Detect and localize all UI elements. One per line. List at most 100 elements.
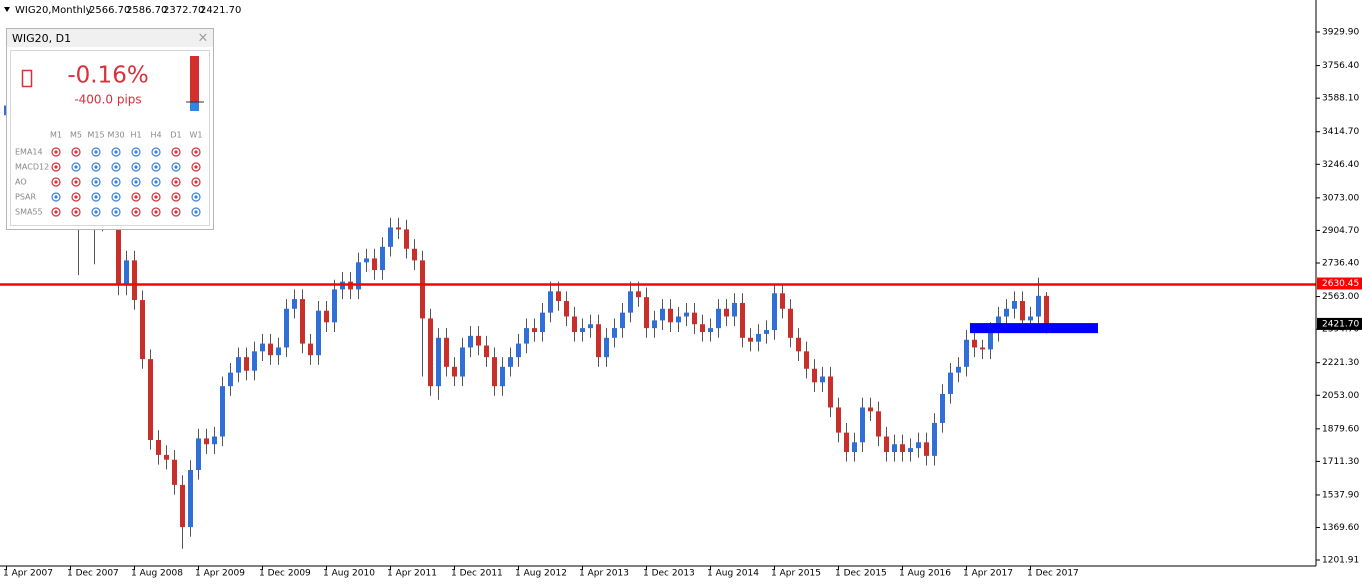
- y-tick-label: 3756.40: [1322, 61, 1359, 71]
- candle-body: [364, 258, 369, 263]
- candle-body: [868, 407, 873, 412]
- signal-ring: [111, 177, 121, 187]
- candle-body: [1020, 301, 1025, 321]
- signal-ring: [91, 177, 101, 187]
- signal-dot: [134, 150, 138, 154]
- y-tick-label: 1879.60: [1322, 424, 1359, 434]
- timeframe-label: M15: [87, 131, 104, 140]
- candle-body: [964, 339, 969, 367]
- candle-body: [540, 312, 545, 332]
- signal-dot: [154, 150, 158, 154]
- candle-body: [652, 320, 657, 329]
- candle-body: [908, 448, 913, 452]
- candle-body: [548, 291, 553, 313]
- level-label-box: [1317, 277, 1362, 290]
- signal-dot: [94, 180, 98, 184]
- candle-body: [636, 291, 641, 298]
- signal-ring: [91, 192, 101, 202]
- timeframe-label: M30: [107, 131, 124, 140]
- candle-body: [428, 318, 433, 387]
- signal-dot: [134, 180, 138, 184]
- candle-body: [916, 442, 921, 449]
- signal-ring: [171, 147, 181, 157]
- signal-dot: [154, 210, 158, 214]
- signal-dot: [74, 210, 78, 214]
- close-button[interactable]: ×: [198, 31, 209, 46]
- signal-ring: [131, 162, 141, 172]
- signal-dot: [174, 180, 178, 184]
- candle-body: [276, 347, 281, 356]
- candle-body: [444, 337, 449, 367]
- timeframe-label: H1: [130, 131, 141, 140]
- x-tick-label: 1 Dec 2011: [451, 569, 503, 579]
- candle-body: [124, 260, 129, 286]
- candle-body: [932, 422, 937, 456]
- candle-body: [556, 291, 561, 302]
- signal-dot: [114, 210, 118, 214]
- signal-dot: [54, 195, 58, 199]
- y-tick-label: 1369.60: [1322, 523, 1359, 533]
- signal-ring: [191, 192, 201, 202]
- signal-ring: [191, 147, 201, 157]
- candle-body: [708, 328, 713, 332]
- candle-body: [236, 357, 241, 373]
- candle-body: [268, 343, 273, 356]
- candle-body: [524, 328, 529, 344]
- candle-body: [396, 227, 401, 230]
- signal-dot: [54, 180, 58, 184]
- signal-dot: [174, 165, 178, 169]
- signal-dot: [154, 165, 158, 169]
- candle-body: [404, 229, 409, 249]
- signal-ring: [151, 192, 161, 202]
- candle-body: [604, 337, 609, 358]
- candle-body: [436, 337, 441, 387]
- candle-body: [356, 262, 361, 290]
- level-label: 2630.45: [1322, 279, 1359, 289]
- candle-body: [740, 302, 745, 338]
- candle-body: [156, 439, 161, 455]
- timeframe-label: M1: [50, 131, 62, 140]
- signal-ring: [51, 207, 61, 217]
- signal-dot: [174, 195, 178, 199]
- candle-body: [132, 260, 137, 301]
- candle-body: [324, 310, 329, 323]
- x-tick-label: 1 Aug 2012: [515, 569, 567, 579]
- candle-body: [756, 333, 761, 342]
- signal-dot: [74, 150, 78, 154]
- candle-body: [796, 337, 801, 352]
- low-value: 2372.70: [163, 5, 204, 16]
- candle-body: [748, 337, 753, 342]
- x-tick-label: 1 Dec 2015: [835, 569, 887, 579]
- x-tick-label: 1 Apr 2007: [3, 569, 53, 579]
- signal-dot: [114, 195, 118, 199]
- timeframe-label: W1: [190, 131, 203, 140]
- widget-titlebar: [7, 29, 213, 47]
- candle-body: [940, 393, 945, 423]
- candle-body: [948, 372, 953, 394]
- x-tick-label: 1 Dec 2017: [1027, 569, 1079, 579]
- signal-ring: [131, 177, 141, 187]
- candle-body: [764, 330, 769, 334]
- signal-dot: [114, 165, 118, 169]
- signal-dot: [74, 180, 78, 184]
- signal-ring: [51, 192, 61, 202]
- indicator-label: SMA55: [15, 208, 43, 217]
- signal-ring: [71, 162, 81, 172]
- timeframe-label: M5: [70, 131, 82, 140]
- candle-body: [1044, 295, 1049, 324]
- candle-body: [460, 347, 465, 377]
- x-tick-label: 1 Apr 2013: [579, 569, 629, 579]
- signal-ring: [191, 162, 201, 172]
- signal-ring: [71, 177, 81, 187]
- x-tick-label: 1 Dec 2013: [643, 569, 695, 579]
- candle-body: [212, 436, 217, 445]
- indicator-label: EMA14: [15, 148, 43, 157]
- x-tick-label: 1 Apr 2009: [195, 569, 245, 579]
- candle-body: [468, 335, 473, 348]
- candle-body: [1036, 295, 1041, 317]
- signal-ring: [131, 207, 141, 217]
- strength-bar-buy: [190, 102, 199, 111]
- menu-arrow[interactable]: [4, 7, 10, 12]
